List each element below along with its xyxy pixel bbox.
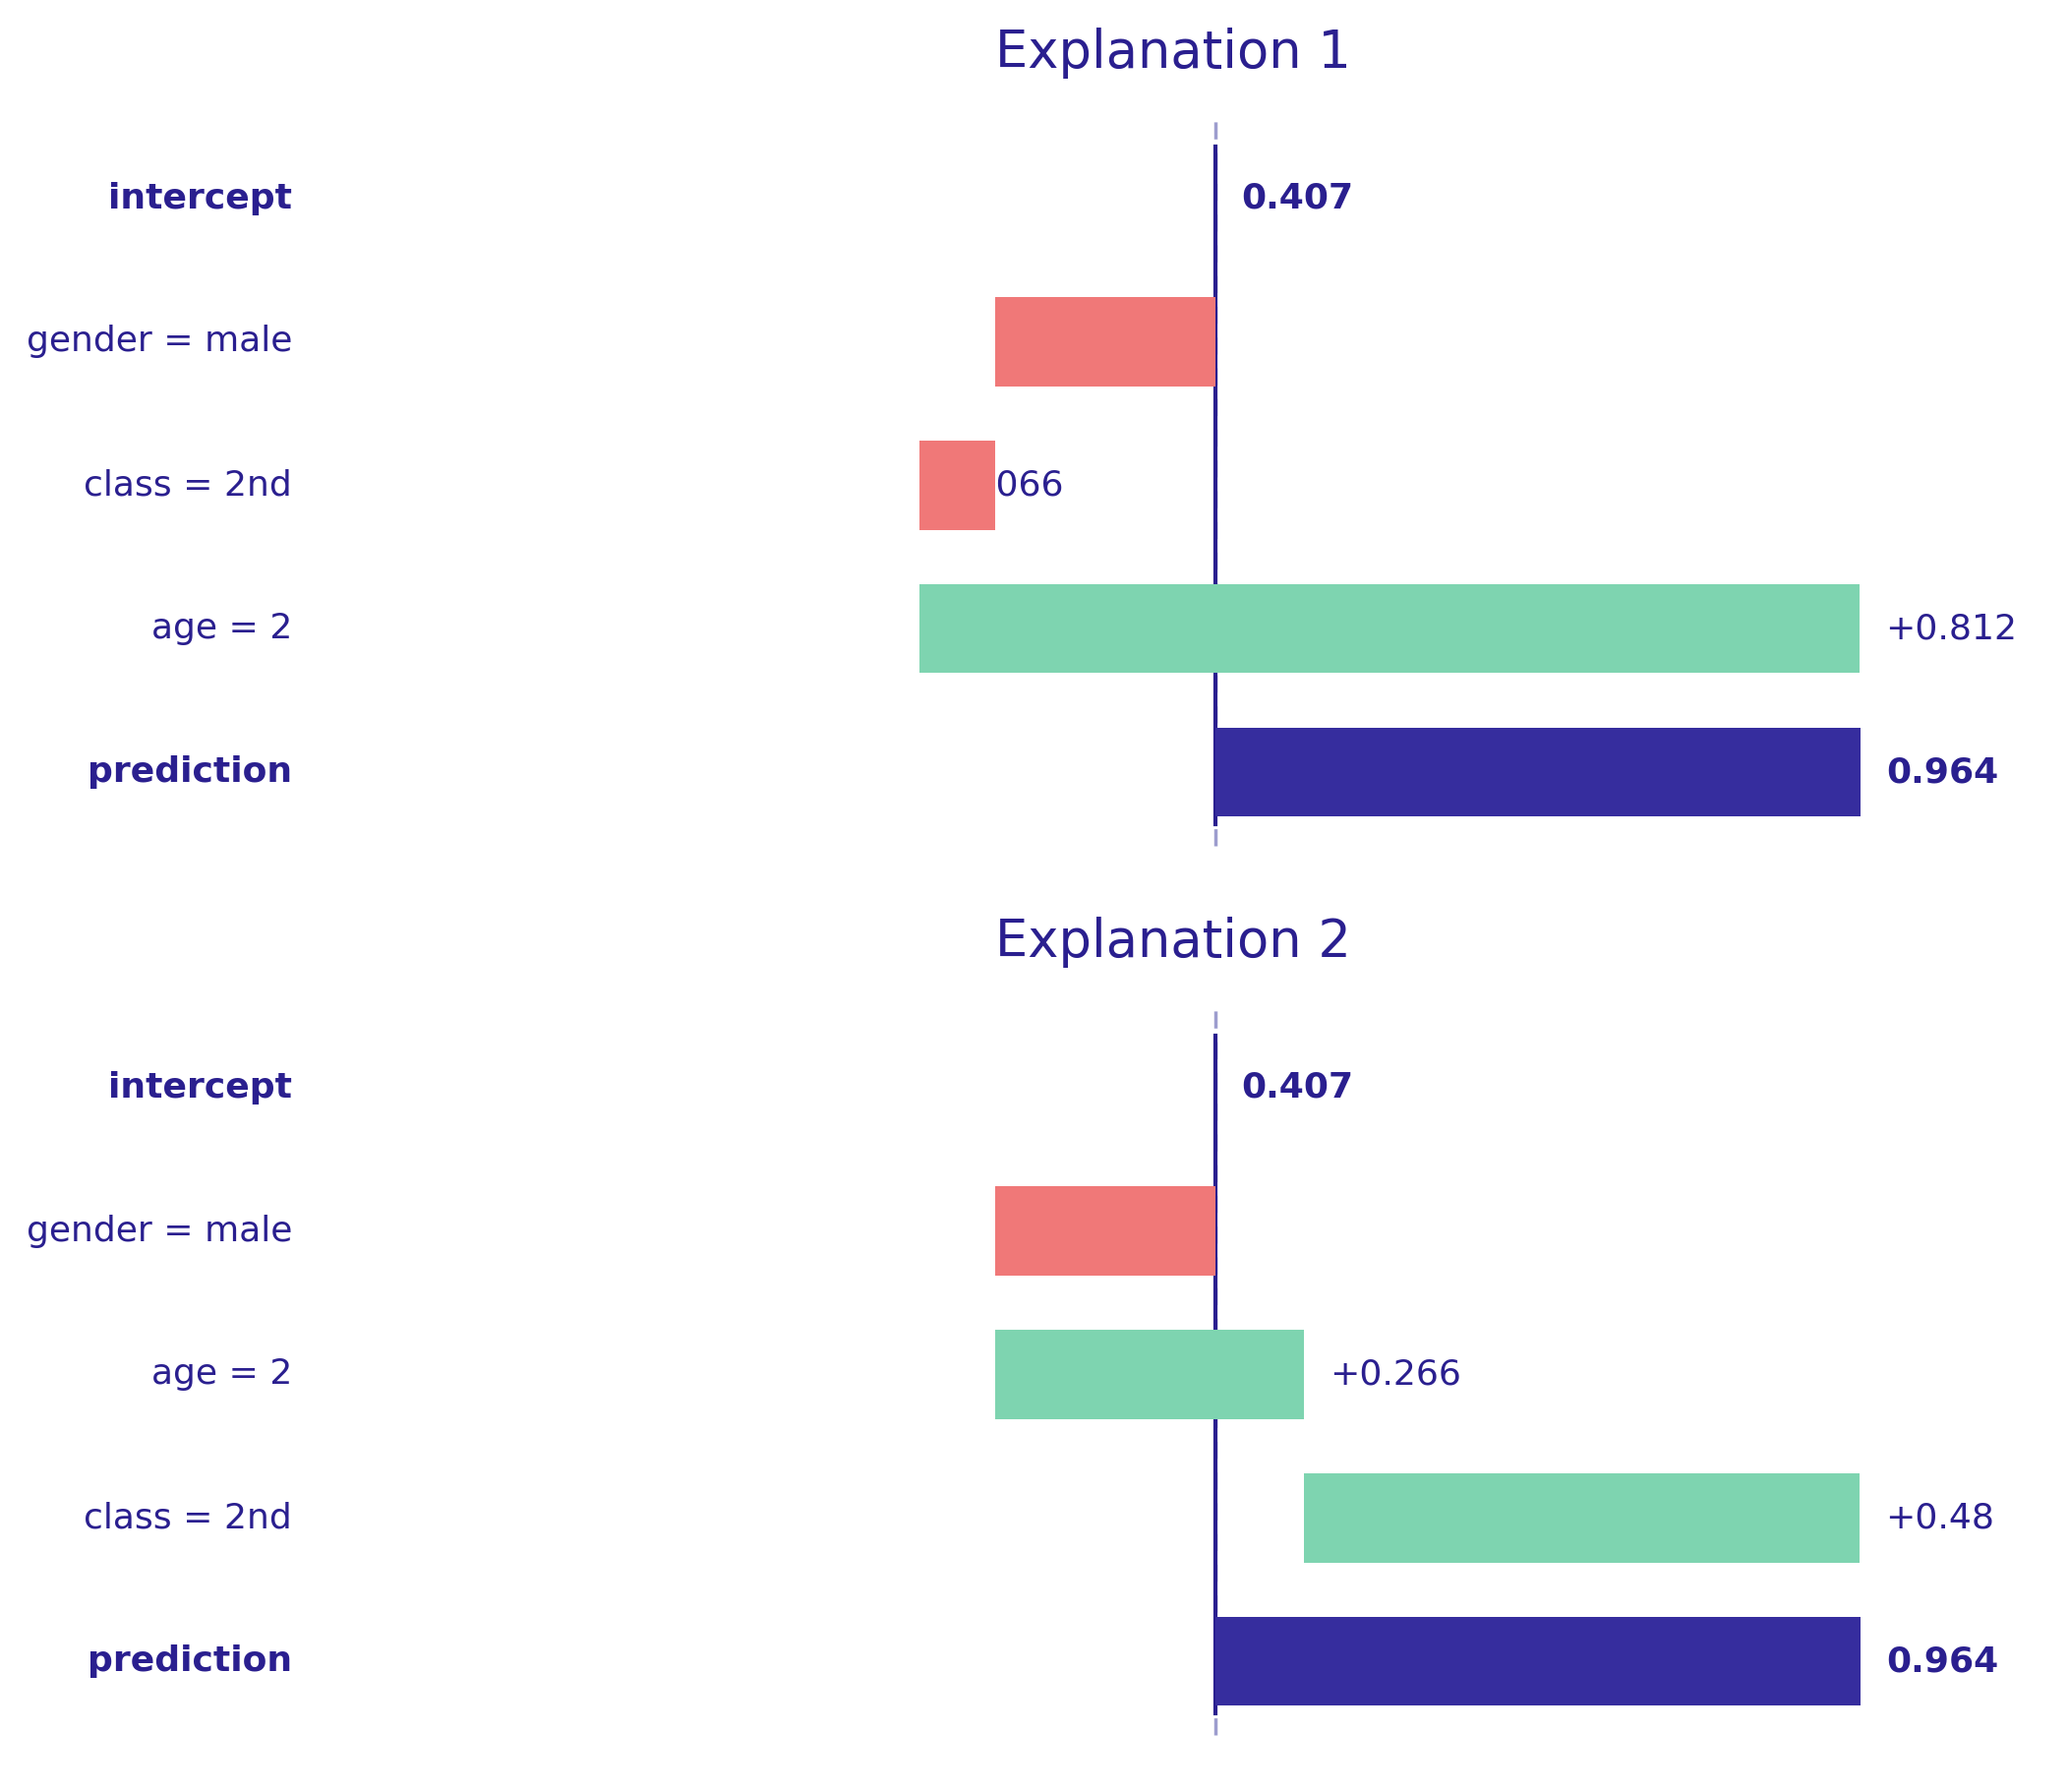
Text: age = 2: age = 2 [151, 613, 292, 645]
Bar [995, 297, 1217, 387]
Text: 0.407: 0.407 [1241, 1072, 1353, 1104]
Text: gender = male: gender = male [27, 1215, 292, 1247]
Text: prediction: prediction [87, 756, 292, 788]
Text: intercept: intercept [108, 1072, 292, 1104]
Bar [995, 1186, 1217, 1276]
Text: –0.066: –0.066 [946, 468, 1063, 502]
Text: 0.964: 0.964 [1887, 1645, 1999, 1677]
Text: –0.19: –0.19 [1020, 1215, 1117, 1247]
Text: +0.812: +0.812 [1885, 613, 2017, 645]
Text: prediction: prediction [87, 1645, 292, 1677]
Bar [1217, 728, 1860, 817]
Text: +0.266: +0.266 [1328, 1358, 1461, 1391]
Bar [919, 584, 1860, 674]
Text: 0.407: 0.407 [1241, 181, 1353, 215]
Text: class = 2nd: class = 2nd [85, 1502, 292, 1534]
Text: –0.19: –0.19 [1020, 324, 1117, 358]
Bar [1217, 1616, 1860, 1706]
Text: intercept: intercept [108, 181, 292, 215]
Text: age = 2: age = 2 [151, 1358, 292, 1391]
Bar [919, 441, 995, 530]
Title: Explanation 1: Explanation 1 [995, 27, 1351, 79]
Text: 0.964: 0.964 [1887, 756, 1999, 788]
Bar [1303, 1473, 1860, 1563]
Text: +0.48: +0.48 [1885, 1502, 1995, 1534]
Text: class = 2nd: class = 2nd [85, 468, 292, 502]
Bar [995, 1330, 1303, 1419]
Title: Explanation 2: Explanation 2 [995, 916, 1351, 968]
Text: gender = male: gender = male [27, 324, 292, 358]
